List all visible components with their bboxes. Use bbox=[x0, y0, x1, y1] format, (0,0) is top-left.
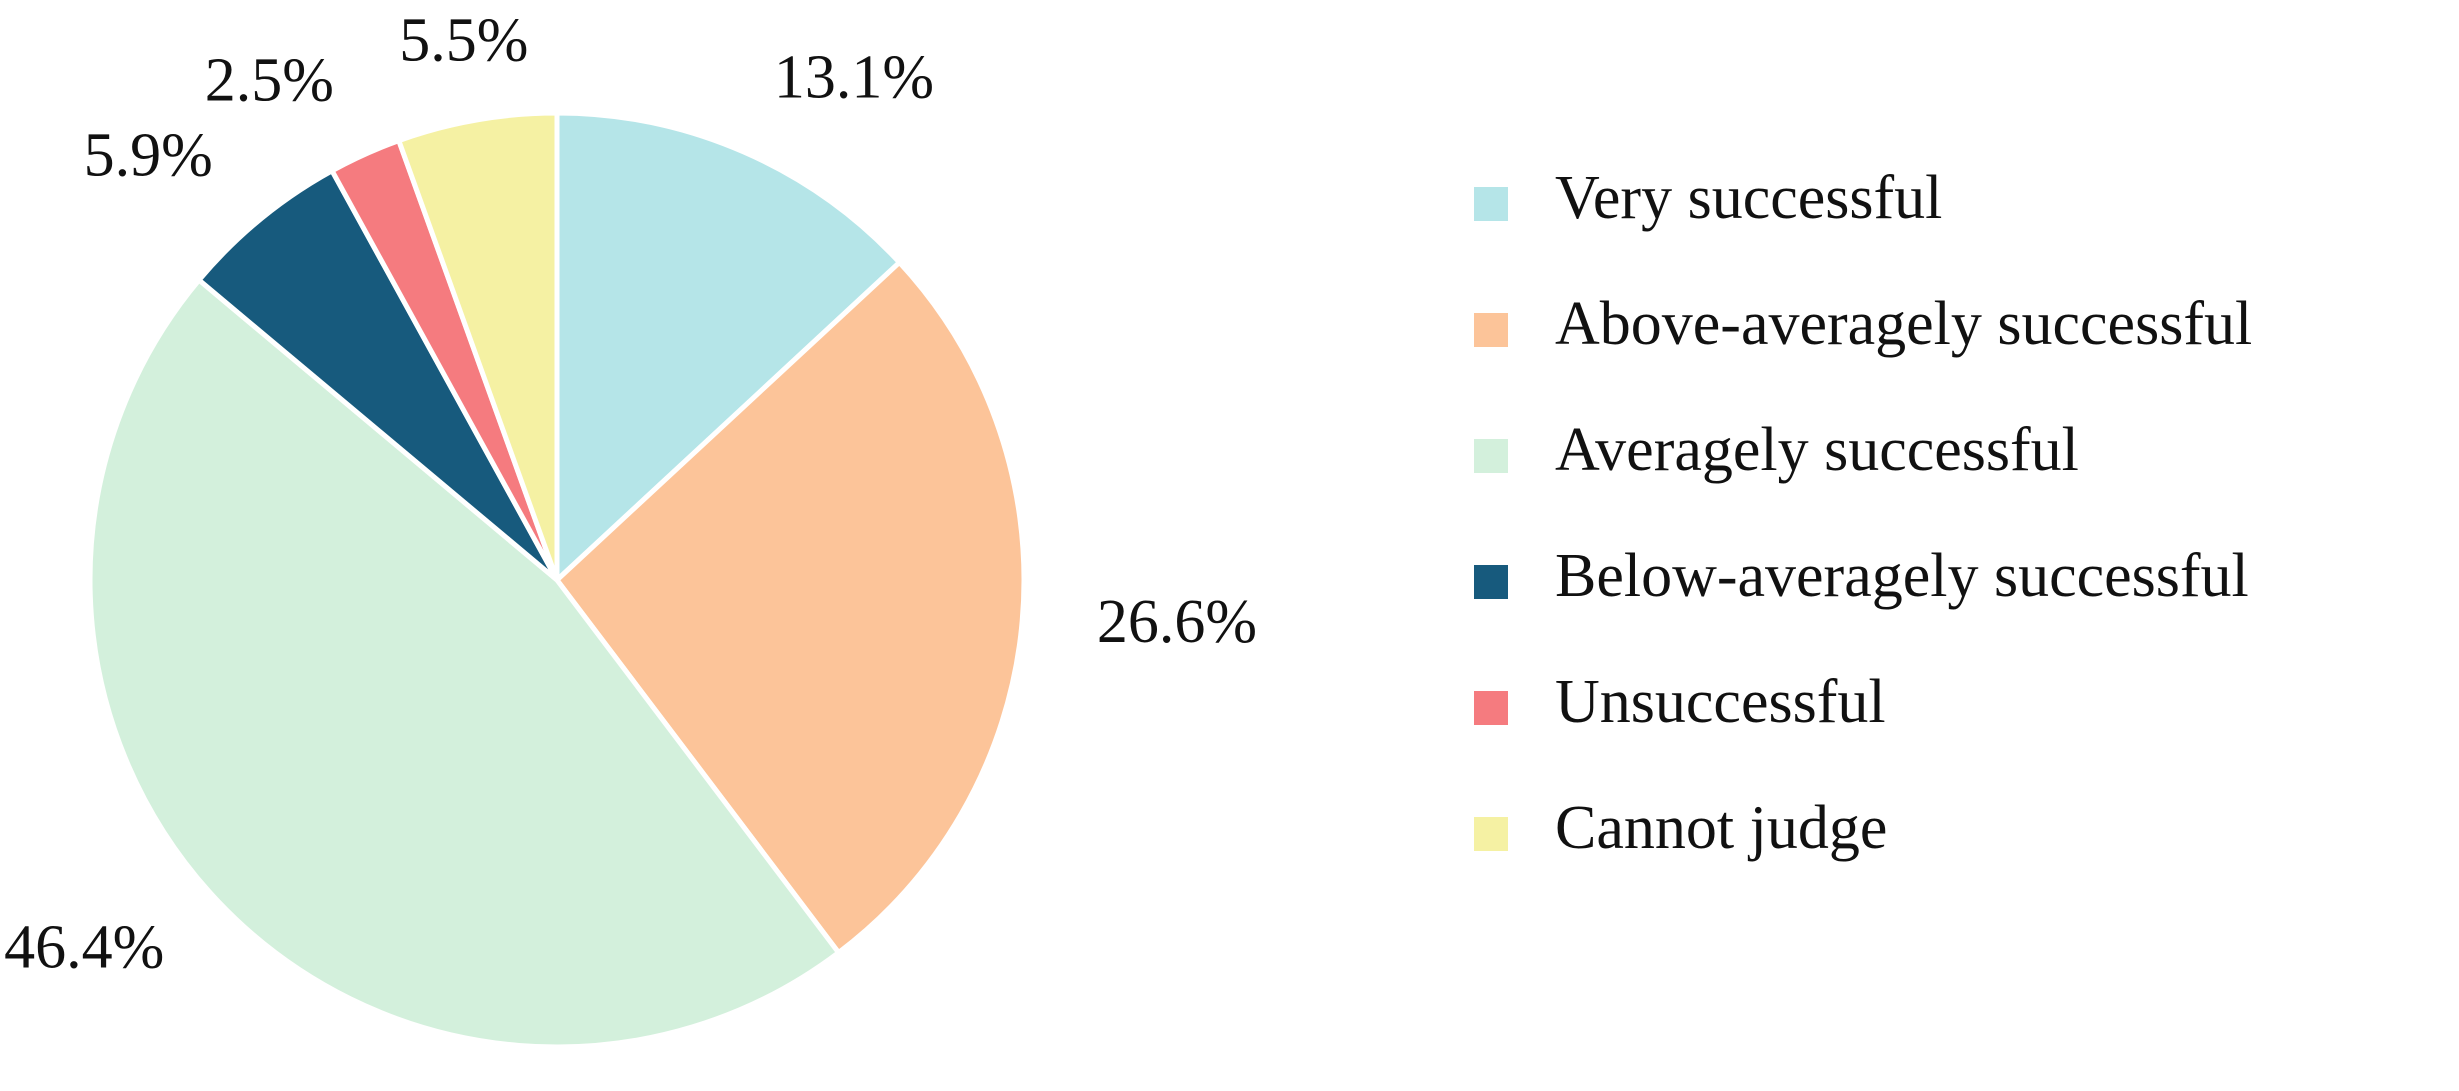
data-label: 5.5% bbox=[399, 6, 528, 74]
data-label: 26.6% bbox=[1097, 588, 1257, 656]
legend-swatch bbox=[1474, 565, 1508, 599]
legend-swatch bbox=[1474, 187, 1508, 221]
data-label: 13.1% bbox=[774, 43, 934, 111]
legend-label: Unsuccessful bbox=[1555, 668, 1886, 736]
data-label: 2.5% bbox=[205, 46, 334, 114]
legend-swatch bbox=[1474, 691, 1508, 725]
legend-label: Below-averagely successful bbox=[1555, 542, 2249, 610]
pie-slice bbox=[554, 110, 903, 586]
data-label: 5.9% bbox=[84, 122, 213, 190]
pie-slice bbox=[553, 258, 1027, 957]
legend-label: Very successful bbox=[1555, 164, 1942, 232]
legend-swatch bbox=[1474, 817, 1508, 851]
data-label: 46.4% bbox=[4, 914, 164, 982]
legend-swatch bbox=[1474, 439, 1508, 473]
legend-swatch bbox=[1474, 313, 1508, 347]
pie-slice bbox=[87, 276, 843, 1050]
legend-label: Above-averagely successful bbox=[1555, 290, 2252, 358]
legend-label: Cannot judge bbox=[1555, 794, 1887, 862]
pie-slice bbox=[395, 110, 560, 581]
pie-slice bbox=[195, 167, 560, 582]
legend-label: Averagely successful bbox=[1555, 416, 2079, 484]
